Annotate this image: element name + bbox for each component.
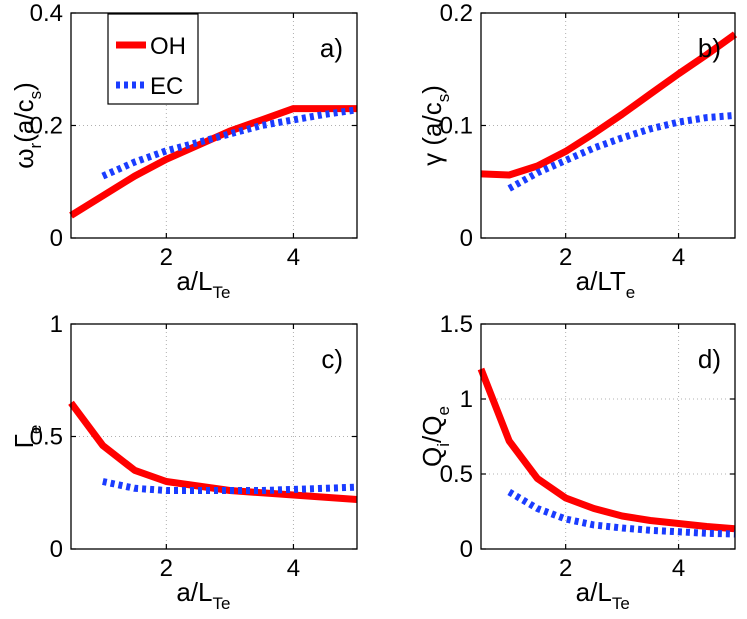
x-axis-label: a/LTe xyxy=(576,577,630,613)
series-line-oh xyxy=(480,31,738,179)
y-tick-label: 0.5 xyxy=(440,461,473,488)
y-tick-label: 1 xyxy=(50,311,63,338)
chart-panel-4: 0 0.5 1 1.5 2 4 a/LTe Qi/Qe d) xyxy=(417,311,736,613)
x-tick-label: 2 xyxy=(160,555,173,582)
x-tick-label: 2 xyxy=(160,244,173,271)
x-axis-label: a/LTe xyxy=(176,266,230,302)
axes-frame xyxy=(70,323,358,550)
series-line-oh xyxy=(477,367,736,533)
y-tick-label: 0.2 xyxy=(440,0,473,27)
x-tick-label: 2 xyxy=(559,555,572,582)
y-tick-label: 0.1 xyxy=(440,113,473,140)
series-line-ec xyxy=(507,111,736,192)
legend-label-ec: EC xyxy=(150,73,183,100)
legend-box xyxy=(107,13,199,105)
legend: OH EC xyxy=(107,13,199,105)
series-line-oh xyxy=(69,105,357,219)
x-axis-label: a/LTe xyxy=(576,266,636,302)
x-tick-label: 2 xyxy=(559,244,572,271)
x-tick-label: 4 xyxy=(287,555,300,582)
y-tick-label: 0 xyxy=(460,225,473,252)
y-tick-label: 0.2 xyxy=(30,113,63,140)
y-tick-label: 0.5 xyxy=(30,424,63,451)
axes-frame xyxy=(480,323,736,550)
panel-label: b) xyxy=(698,33,721,63)
panel-label: d) xyxy=(698,344,721,374)
x-tick-label: 4 xyxy=(287,244,300,271)
series-line-oh xyxy=(68,400,358,503)
series-line-ec xyxy=(507,488,736,538)
y-tick-label: 0 xyxy=(50,225,63,252)
panel-label: a) xyxy=(320,33,343,63)
y-axis-label: Qi/Qe xyxy=(417,406,453,467)
chart-panel-3: 0 0.5 1 2 4 a/LTe Γe c) xyxy=(9,311,358,613)
x-tick-label: 4 xyxy=(672,555,685,582)
series-line-ec xyxy=(102,478,358,494)
y-axis-label: ωr(a/cs) xyxy=(9,82,45,169)
y-axis-label: Γe xyxy=(9,425,45,449)
y-tick-label: 1.5 xyxy=(440,311,473,338)
chart-panel-2: 0 0.1 0.2 2 4 a/LTe γ (a/cs) b) xyxy=(417,0,738,302)
y-axis-label: γ (a/cs) xyxy=(417,85,453,166)
x-axis-label: a/LTe xyxy=(176,577,230,613)
panel-label: c) xyxy=(321,344,343,374)
y-tick-label: 1 xyxy=(460,386,473,413)
chart-panel-1: 0 0.2 0.4 2 4 a/LTe ωr(a/cs) a) xyxy=(9,0,358,302)
y-tick-label: 0.4 xyxy=(30,0,63,27)
y-tick-label: 0 xyxy=(50,536,63,563)
series-line-ec xyxy=(101,106,358,180)
y-tick-label: 0 xyxy=(460,536,473,563)
legend-label-oh: OH xyxy=(150,33,186,60)
x-tick-label: 4 xyxy=(672,244,685,271)
